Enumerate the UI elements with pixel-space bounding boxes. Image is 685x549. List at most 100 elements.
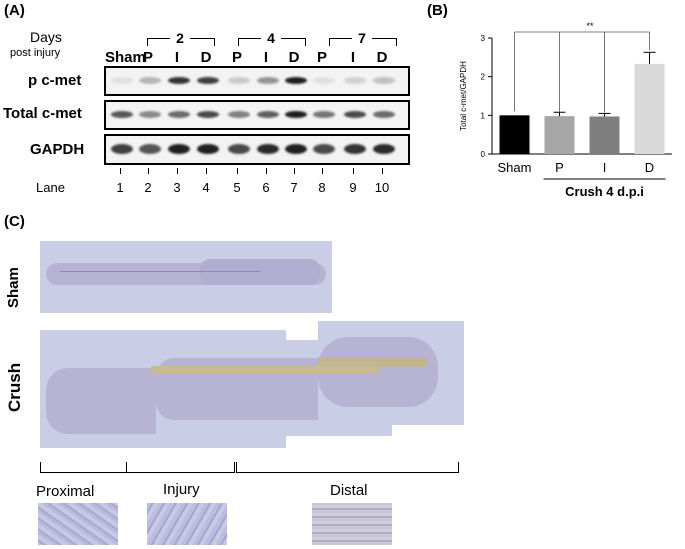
blot-band <box>228 110 250 118</box>
lane-tick <box>120 168 121 174</box>
lane-number: 4 <box>202 180 210 195</box>
lane-tick <box>148 168 149 174</box>
lane-label: Lane <box>36 180 65 195</box>
post-injury-label: post injury <box>10 47 61 59</box>
injury-bracket <box>125 462 235 473</box>
blot-band <box>257 76 279 84</box>
blot-band <box>344 144 366 154</box>
row-label-sham: Sham <box>5 267 22 308</box>
blot-band <box>168 76 190 84</box>
blot-band <box>197 76 219 84</box>
blot-band <box>373 110 395 118</box>
lane-number: 7 <box>290 180 298 195</box>
y-tick-label: 3 <box>481 34 486 43</box>
category-label: I <box>603 160 607 175</box>
day-group-4: 4 <box>261 30 281 46</box>
blot-band <box>313 110 335 118</box>
bar-d <box>634 63 665 155</box>
blot-total-cmet <box>104 100 410 130</box>
lane-number: 1 <box>116 180 124 195</box>
blot-band <box>139 110 161 118</box>
region-label-injury: Injury <box>163 481 200 498</box>
region-letter: P <box>231 49 242 66</box>
y-axis-label: Total c-met/GAPDH <box>459 61 468 131</box>
region-label-proximal: Proximal <box>36 483 95 500</box>
panel-b-label: (B) <box>427 2 448 19</box>
blot-band <box>168 110 190 118</box>
sham-nerve-section <box>40 241 332 313</box>
blot-band <box>228 76 250 84</box>
blot-band <box>168 144 190 154</box>
y-tick-label: 2 <box>481 73 486 82</box>
day-group-2: 2 <box>170 30 190 46</box>
row-label-gapdh: GAPDH <box>30 141 85 158</box>
lane-tick <box>177 168 178 174</box>
lane-number: 6 <box>262 180 270 195</box>
lane-tick <box>353 168 354 174</box>
panel-a-label: (A) <box>4 2 25 19</box>
blot-band <box>197 110 219 118</box>
region-letter: D <box>376 49 388 66</box>
lane-number: 8 <box>318 180 326 195</box>
lane-number: 3 <box>173 180 181 195</box>
category-label: Sham <box>498 160 532 175</box>
lane-tick <box>206 168 207 174</box>
injury-thumbnail <box>147 503 227 545</box>
blot-band <box>139 144 161 154</box>
lane-tick <box>294 168 295 174</box>
blot-band <box>313 76 335 84</box>
lane-number: 9 <box>349 180 357 195</box>
distal-bracket <box>236 462 459 473</box>
group-label: Crush 4 d.p.i <box>565 184 644 199</box>
blot-band <box>373 144 395 154</box>
distal-thumbnail <box>312 503 392 545</box>
region-letter: P <box>316 49 327 66</box>
lane-tick <box>266 168 267 174</box>
blot-band <box>228 144 250 154</box>
blot-p-cmet <box>104 66 410 96</box>
lane-tick <box>382 168 383 174</box>
blot-band <box>373 76 395 84</box>
panel-c-label: (C) <box>4 213 25 230</box>
lane-tick <box>322 168 323 174</box>
region-label-distal: Distal <box>330 482 368 499</box>
bar-p <box>544 116 575 154</box>
sham-column-label: Sham <box>105 49 146 66</box>
blot-band <box>111 144 133 154</box>
category-label: P <box>555 160 564 175</box>
category-label: D <box>645 160 654 175</box>
blot-band <box>111 110 133 118</box>
blot-band <box>197 144 219 154</box>
blot-band <box>344 76 366 84</box>
region-letter: D <box>200 49 212 66</box>
proximal-thumbnail <box>38 503 118 545</box>
blot-band <box>285 76 307 84</box>
row-label-crush: Crush <box>5 362 24 412</box>
region-letter: I <box>174 49 180 66</box>
y-tick-label: 0 <box>481 150 486 159</box>
blot-band <box>313 144 335 154</box>
proximal-bracket <box>40 462 127 473</box>
bar-chart: 0 1 2 3 Total c-met/GAPDH Sham P I D ** Crush 4 d.… <box>459 21 672 199</box>
blot-band <box>285 110 307 118</box>
blot-band <box>257 110 279 118</box>
significance-label: ** <box>586 21 594 31</box>
bar-i <box>589 116 620 154</box>
day-group-7: 7 <box>352 30 372 46</box>
blot-band <box>257 144 279 154</box>
blot-band <box>344 110 366 118</box>
region-letter: P <box>142 49 153 66</box>
lane-number: 5 <box>233 180 241 195</box>
blot-gapdh <box>104 134 410 165</box>
blot-band <box>285 144 307 154</box>
region-letter: I <box>263 49 269 66</box>
days-label: Days <box>30 29 62 45</box>
bar-sham <box>499 115 530 154</box>
lane-tick <box>237 168 238 174</box>
lane-number: 2 <box>144 180 152 195</box>
y-tick-label: 1 <box>481 111 486 120</box>
row-label-total-cmet: Total c-met <box>3 105 82 122</box>
region-letter: D <box>288 49 300 66</box>
blot-band <box>111 76 133 84</box>
row-label-p-cmet: p c-met <box>28 72 82 89</box>
